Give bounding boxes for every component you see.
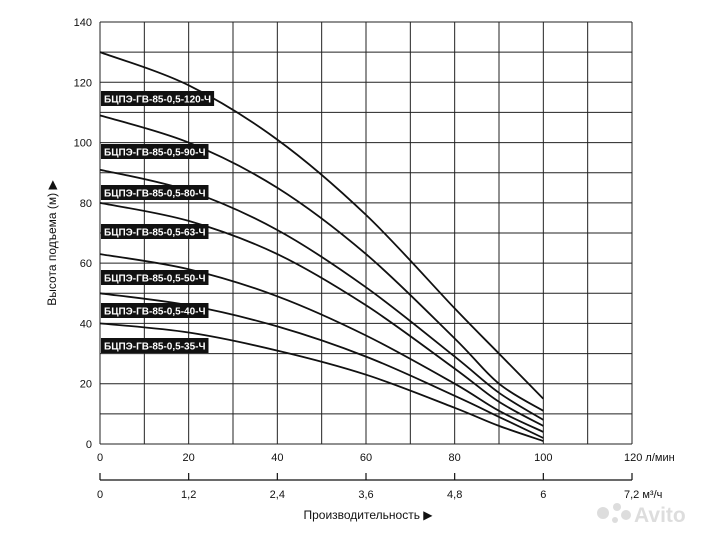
x-tick-label-m3h: 2,4 [270, 489, 285, 501]
x-tick-label: 100 [534, 452, 552, 464]
x-axis-title: Производительность ▶ [303, 508, 433, 522]
x-tick-label-m3h: 6 [540, 489, 546, 501]
series-label: БЦПЭ-ГВ-85-0,5-90-Ч [104, 148, 206, 159]
y-tick-label: 80 [80, 198, 92, 210]
series-label: БЦПЭ-ГВ-85-0,5-80-Ч [104, 189, 206, 200]
series-line [99, 202, 544, 427]
y-axis-title: Высота подъема (м) ▶ [45, 180, 59, 306]
y-tick-label: 120 [74, 77, 92, 89]
series-label-box [101, 338, 209, 353]
y-tick-label: 100 [74, 138, 92, 150]
x-tick-label-m3h: 3,6 [358, 489, 373, 501]
series-label-box [101, 270, 209, 285]
series-label: БЦПЭ-ГВ-85-0,5-40-Ч [104, 307, 206, 318]
series-label: БЦПЭ-ГВ-85-0,5-35-Ч [104, 342, 206, 353]
series-line [99, 253, 544, 433]
chart-grid [99, 21, 633, 445]
series-label-box [101, 224, 209, 239]
x-unit-label-m3h: 7,2 м³/ч [624, 489, 662, 501]
series-label: БЦПЭ-ГВ-85-0,5-63-Ч [104, 228, 206, 239]
logo-dot-4 [621, 510, 631, 520]
series-label-box [101, 185, 209, 200]
y-tick-label: 140 [74, 17, 92, 29]
series-line [99, 322, 544, 442]
series-label-box [101, 144, 209, 159]
series-label-box [101, 91, 215, 106]
avito-logo: Avito [597, 503, 686, 527]
x-tick-label: 80 [449, 452, 461, 464]
x-tick-label-m3h: 1,2 [181, 489, 196, 501]
x-tick-label: 0 [97, 452, 103, 464]
secondary-x-axis: 0 1,2 2,4 3,6 4,8 6 7,2 м³/ч [97, 473, 662, 501]
watermark-text: Avito [634, 504, 686, 527]
series-label: БЦПЭ-ГВ-85-0,5-120-Ч [104, 95, 211, 106]
y-tick-label: 60 [80, 258, 92, 270]
x-tick-labels-lmin: 0 20 40 60 80 100 120 л/мин [97, 452, 675, 464]
series-labels: БЦПЭ-ГВ-85-0,5-120-Ч БЦПЭ-ГВ-85-0,5-90-Ч Б… [101, 91, 215, 353]
y-tick-labels: 0 20 40 60 80 100 120 140 [74, 17, 92, 451]
series-line [99, 51, 544, 400]
x-unit-label-lmin: 120 л/мин [624, 452, 675, 464]
series-label: БЦПЭ-ГВ-85-0,5-50-Ч [104, 274, 206, 285]
series-line [99, 114, 544, 412]
y-tick-label: 20 [80, 379, 92, 391]
series-label-box [101, 303, 209, 318]
x-tick-label: 40 [271, 452, 283, 464]
x-tick-label-m3h: 4,8 [447, 489, 462, 501]
x-tick-label-m3h: 0 [97, 489, 103, 501]
x-tick-label: 60 [360, 452, 372, 464]
x-tick-label: 20 [183, 452, 195, 464]
logo-dot-3 [612, 517, 618, 523]
y-tick-label: 40 [80, 318, 92, 330]
logo-dot-1 [597, 507, 609, 519]
logo-dot-2 [613, 503, 621, 511]
y-tick-label: 0 [86, 439, 92, 451]
